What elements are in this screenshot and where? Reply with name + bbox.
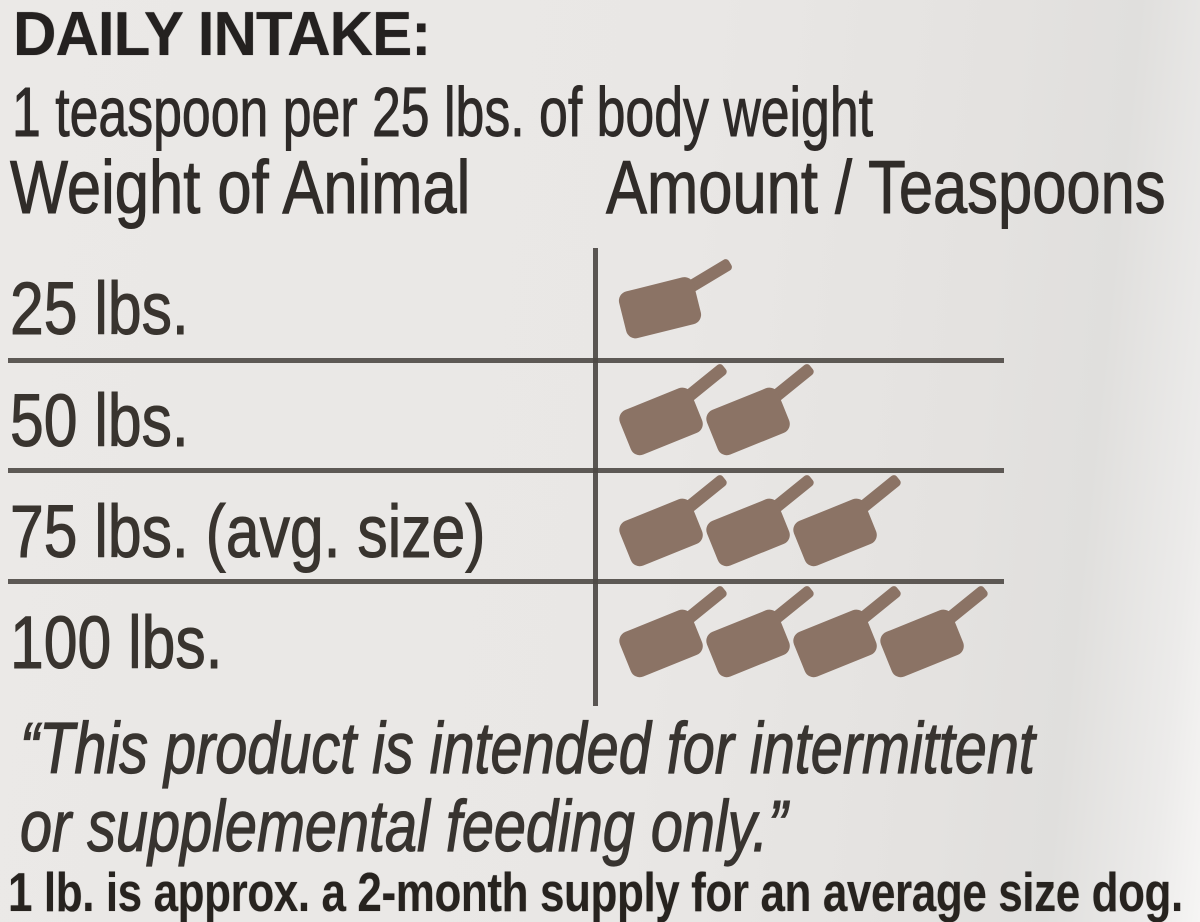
teaspoon-scoop-icon xyxy=(706,586,814,678)
column-header-amount: Amount / Teaspoons xyxy=(606,145,1166,229)
weight-label: 75 lbs. (avg. size) xyxy=(10,490,486,573)
teaspoon-amount xyxy=(610,252,732,350)
table-row-divider xyxy=(8,579,1004,584)
teaspoon-scoop-icon xyxy=(706,364,814,456)
table-row-divider xyxy=(8,358,1004,363)
dosage-subtitle: 1 teaspoon per 25 lbs. of body weight xyxy=(12,73,874,151)
teaspoon-amount xyxy=(610,364,814,462)
table-row: 100 lbs. xyxy=(0,582,1200,692)
teaspoon-scoop-icon xyxy=(793,475,901,567)
table-row: 75 lbs. (avg. size) xyxy=(0,471,1200,581)
teaspoon-scoop-icon xyxy=(618,259,732,339)
table-row: 25 lbs. xyxy=(0,248,1200,358)
column-header-weight: Weight of Animal xyxy=(10,145,471,229)
teaspoon-scoop-icon xyxy=(880,586,988,678)
teaspoon-scoop-icon xyxy=(793,586,901,678)
table-row: 50 lbs. xyxy=(0,360,1200,470)
teaspoon-scoop-icon xyxy=(619,475,727,567)
teaspoon-amount xyxy=(610,475,901,573)
teaspoon-amount xyxy=(610,586,988,684)
table-column-divider xyxy=(593,248,598,706)
supply-footnote: 1 lb. is approx. a 2-month supply for an… xyxy=(8,861,1183,922)
weight-label: 25 lbs. xyxy=(10,267,190,350)
weight-label: 50 lbs. xyxy=(10,379,190,462)
teaspoon-scoop-icon xyxy=(706,475,814,567)
table-row-divider xyxy=(8,468,1004,473)
page-title: DAILY INTAKE: xyxy=(13,0,431,69)
feeding-disclaimer-line1: “This product is intended for intermitte… xyxy=(20,709,1036,790)
feeding-disclaimer-line2: or supplemental feeding only.” xyxy=(20,787,788,868)
teaspoon-scoop-icon xyxy=(619,364,727,456)
teaspoon-scoop-icon xyxy=(619,586,727,678)
weight-label: 100 lbs. xyxy=(10,601,223,684)
